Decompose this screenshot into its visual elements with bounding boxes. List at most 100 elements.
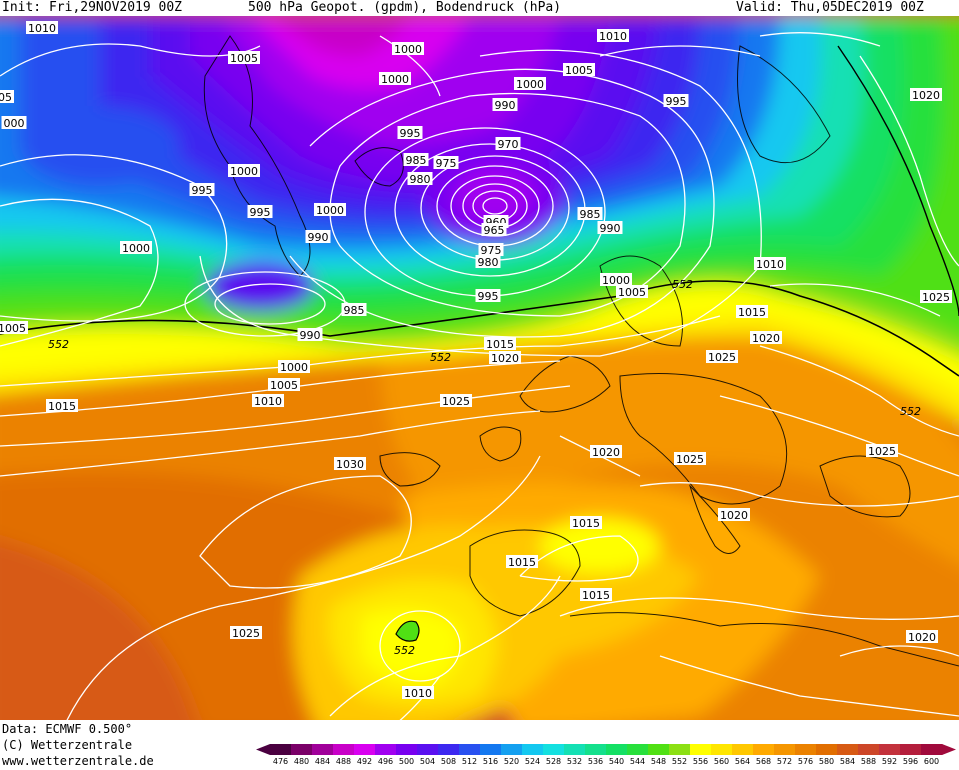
isobar-label-text: 990 [300, 329, 321, 342]
scale-swatch [669, 744, 691, 755]
isobar-label: 990 [492, 98, 518, 112]
isobar-label: 995 [663, 94, 689, 108]
contour-552-line [0, 280, 959, 377]
scale-swatch [858, 744, 880, 755]
isobar-label-text: 1000 [280, 361, 308, 374]
height-label-552: 552 [900, 405, 921, 418]
scale-swatch [522, 744, 544, 755]
scale-tick-label: 516 [483, 757, 498, 766]
isobar-label-text: 1005 [230, 52, 258, 65]
isobar-label: 970 [495, 137, 521, 151]
isobar-label-text: 1020 [752, 332, 780, 345]
isobar-label-text: 1010 [756, 258, 784, 271]
scale-tick-label: 556 [693, 757, 708, 766]
isobar-label: 1020 [910, 88, 942, 102]
isobar-label-text: 1000 [394, 43, 422, 56]
scale-swatch [753, 744, 775, 755]
isobar-label: 990 [305, 230, 331, 244]
scale-swatch [627, 744, 649, 755]
isobar-label: 1000 [228, 164, 260, 178]
isobar-label: 1015 [506, 555, 538, 569]
isobar-label: 1025 [706, 350, 738, 364]
isobar-label: 000 [1, 116, 27, 130]
isobar-label-text: 1030 [336, 458, 364, 471]
isobar-label: 985 [403, 153, 429, 167]
scale-swatch [354, 744, 376, 755]
isobar-label: 1015 [484, 337, 516, 351]
isobar-label-text: 1005 [0, 322, 26, 335]
isobar-label: 1010 [597, 29, 629, 43]
isobar-label: 990 [297, 328, 323, 342]
isobar-label: 1000 [120, 241, 152, 255]
isobar-label: 05 [0, 90, 14, 104]
scale-swatch [585, 744, 607, 755]
isobar-label-text: 980 [478, 256, 499, 269]
isobar-label-text: 965 [484, 224, 505, 237]
isobar-label: 995 [189, 183, 215, 197]
isobar-label-text: 1000 [122, 242, 150, 255]
isobar-label: 1025 [866, 444, 898, 458]
scale-tick-label: 544 [630, 757, 645, 766]
isobar-label-text: 1000 [516, 78, 544, 91]
isobar-label-text: 985 [580, 208, 601, 221]
isobar-label: 1015 [580, 588, 612, 602]
isobar-label-text: 1025 [676, 453, 704, 466]
isobar-label: 980 [475, 255, 501, 269]
init-time-label: Init: Fri,29NOV2019 00Z [2, 0, 183, 15]
height-label-552: 552 [394, 644, 415, 657]
scale-swatch [711, 744, 733, 755]
isobar-label-text: 000 [4, 117, 25, 130]
scale-swatch [900, 744, 922, 755]
isobar-label: 1010 [754, 257, 786, 271]
scale-tick-label: 548 [651, 757, 666, 766]
scale-tick-label: 600 [924, 757, 939, 766]
isobar-label: 1010 [252, 394, 284, 408]
scale-tick-label: 508 [441, 757, 456, 766]
isobar-label: 995 [397, 126, 423, 140]
isobar-label-text: 1000 [381, 73, 409, 86]
isobar-label-text: 1015 [508, 556, 536, 569]
isobar-label: 985 [341, 303, 367, 317]
isobar-label: 1000 [514, 77, 546, 91]
isobar-label-text: 975 [436, 157, 457, 170]
isobar-label: 1000 [278, 360, 310, 374]
low-548-patch [395, 620, 420, 642]
isobar-label-text: 1020 [592, 446, 620, 459]
isobar-label-text: 1000 [316, 204, 344, 217]
website-label: www.wetterzentrale.de [2, 754, 154, 768]
isobar-label: 1010 [402, 686, 434, 700]
scale-tick-label: 504 [420, 757, 435, 766]
isobar-label: 985 [577, 207, 603, 221]
scale-swatch [396, 744, 418, 755]
isobar-label: 965 [481, 223, 507, 237]
color-scale: 476 480 484 488 492 496 500 504 508 512 516 520 524 5… [256, 744, 956, 766]
scale-tick-label: 512 [462, 757, 477, 766]
isobar-label: 975 [433, 156, 459, 170]
isobar-label-text: 1010 [254, 395, 282, 408]
isobar-label-text: 995 [250, 206, 271, 219]
isobar-label: 1000 [379, 72, 411, 86]
map-header: Init: Fri,29NOV2019 00Z 500 hPa Geopot. … [0, 0, 959, 16]
isobar-label-text: 990 [495, 99, 516, 112]
coastlines [203, 35, 959, 667]
isobar-label-text: 1015 [572, 517, 600, 530]
isobar-label: 1020 [489, 351, 521, 365]
isobar-label: 995 [475, 289, 501, 303]
scale-swatch [879, 744, 901, 755]
scale-swatch [648, 744, 670, 755]
scale-tick-label: 536 [588, 757, 603, 766]
isobars [0, 32, 959, 720]
scale-tick-label: 584 [840, 757, 855, 766]
scale-swatch [816, 744, 838, 755]
scale-swatch [732, 744, 754, 755]
isobar-label: 1020 [750, 331, 782, 345]
isobar-label-text: 995 [478, 290, 499, 303]
isobar-label: 1005 [563, 63, 595, 77]
isobar-label: 995 [247, 205, 273, 219]
isobar-label-text: 1025 [232, 627, 260, 640]
scale-tick-label: 480 [294, 757, 309, 766]
scale-swatch [774, 744, 796, 755]
isobar-label: 1000 [314, 203, 346, 217]
isobar-label-text: 975 [481, 244, 502, 257]
